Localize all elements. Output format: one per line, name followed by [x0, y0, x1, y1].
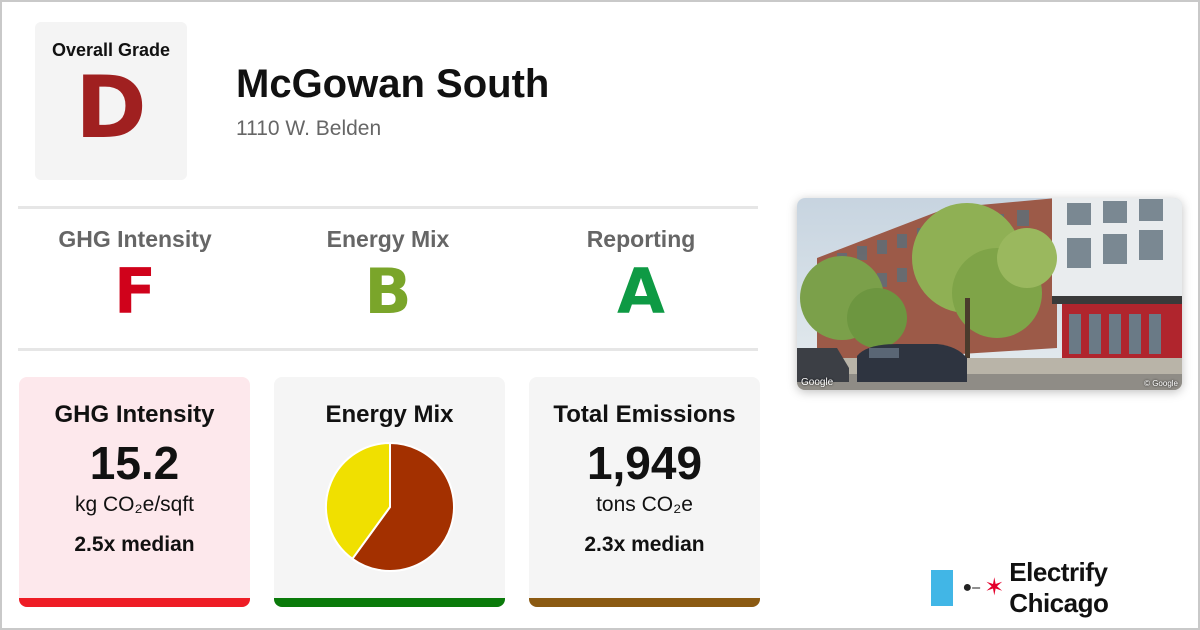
subgrade-ghg: GHG Intensity F	[15, 226, 255, 325]
card-accent-bar	[529, 598, 760, 607]
ghg-intensity-card: GHG Intensity 15.2 kg CO₂e/sqft 2.5x med…	[19, 377, 250, 607]
divider-top	[18, 206, 758, 209]
photo-credit-google: Google	[801, 377, 834, 388]
subgrade-letter: A	[617, 255, 665, 328]
brand-name: Electrify Chicago	[1009, 557, 1109, 618]
card-value: 1,949	[586, 437, 703, 489]
card-value: 15.2	[89, 437, 180, 489]
card-unit: tons CO₂e	[596, 493, 693, 516]
photo-credit-copyright: © Google	[1144, 379, 1178, 388]
subgrade-letter: F	[113, 255, 157, 328]
building-street-photo[interactable]: Google © Google	[797, 198, 1182, 390]
subgrade-label: GHG Intensity	[58, 226, 212, 252]
subgrade-letter: B	[364, 255, 412, 328]
subgrade-label: Reporting	[586, 226, 696, 252]
subgrade-reporting: Reporting A	[521, 226, 761, 325]
subgrade-label: Energy Mix	[326, 226, 450, 252]
card-median: 2.5x median	[74, 533, 195, 556]
card-accent-bar	[19, 598, 250, 607]
plug-icon: ●⎯	[962, 579, 981, 596]
subgrade-energy-mix: Energy Mix B	[268, 226, 508, 325]
card-accent-bar	[274, 598, 505, 607]
card-title: Energy Mix	[325, 401, 454, 428]
total-emissions-card: Total Emissions 1,949 tons CO₂e 2.3x med…	[529, 377, 760, 607]
card-title: GHG Intensity	[54, 401, 215, 428]
chicago-flag-icon	[931, 570, 953, 606]
energy-mix-pie	[325, 441, 455, 572]
brand-logo[interactable]: ●⎯ ✶ Electrify Chicago	[931, 557, 1200, 618]
card-title: Total Emissions	[553, 401, 736, 428]
energy-mix-card: Energy Mix	[274, 377, 505, 607]
overall-grade-letter: D	[75, 58, 147, 158]
building-name: McGowan South	[236, 62, 550, 106]
overall-grade-box: Overall Grade D	[35, 22, 187, 180]
building-address: 1110 W. Belden	[236, 117, 382, 140]
card-median: 2.3x median	[584, 533, 705, 556]
street-view-image	[797, 198, 1182, 390]
overall-grade-title: Overall Grade	[51, 40, 171, 60]
card-unit: kg CO₂e/sqft	[74, 493, 195, 516]
star-icon: ✶	[984, 574, 1005, 601]
divider-bottom	[18, 348, 758, 351]
pie-slice-gas	[350, 441, 455, 572]
pie-slice-electric	[325, 441, 391, 561]
